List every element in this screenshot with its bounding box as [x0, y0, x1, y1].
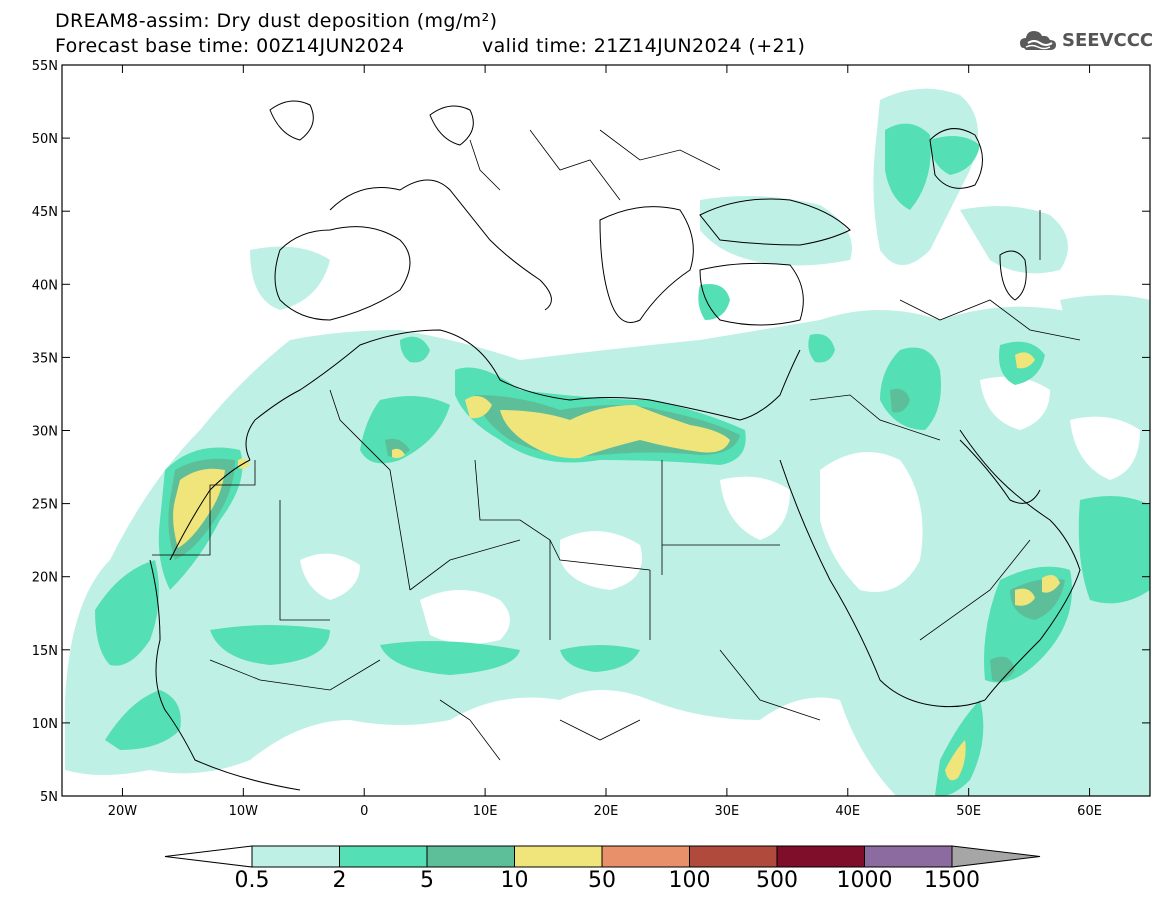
lat-tick-label: 50N [32, 132, 58, 147]
lon-tick-label: 20E [594, 804, 619, 819]
lat-tick-label: 10N [32, 717, 58, 732]
seevccc-cloud-logo-icon [1020, 31, 1056, 50]
valid-time: valid time: 21Z14JUN2024 (+21) [482, 35, 806, 57]
axis-ticks [62, 64, 1150, 797]
lon-tick-label: 60E [1077, 804, 1102, 819]
lat-tick-label: 55N [32, 59, 58, 74]
colorbar-label: 50 [588, 868, 616, 893]
lat-tick-label: 35N [32, 351, 58, 366]
dust-fields [65, 88, 1150, 796]
forecast-base-time: Forecast base time: 00Z14JUN2024 [55, 35, 405, 57]
colorbar-label: 5 [420, 868, 434, 893]
logo-text: SEEVCCC [1062, 30, 1154, 51]
colorbar-label: 2 [332, 868, 347, 893]
colorbar-segment [514, 845, 603, 868]
lat-tick-label: 45N [32, 205, 58, 220]
colorbar-label: 500 [756, 868, 798, 893]
lat-tick-label: 30N [32, 425, 58, 440]
lat-tick-label: 40N [32, 278, 58, 293]
colorbar [164, 845, 1041, 868]
colorbar-label: 1500 [924, 868, 980, 893]
colorbar-segment [251, 845, 340, 868]
colorbar-segment [776, 845, 865, 868]
lat-tick-label: 15N [32, 644, 58, 659]
colorbar-segment [601, 845, 690, 868]
colorbar-label: 100 [668, 868, 711, 893]
axis-tick-labels: 20W 10W 0 10E 20E 30E 40E 50E 60E 55N 50N 45N 40N 35N… [32, 59, 1102, 819]
map-title: DREAM8-assim: Dry dust deposition (mg/m²… [55, 10, 498, 32]
colorbar-segment [864, 845, 953, 868]
colorbar-segment [689, 845, 778, 868]
lon-tick-label: 30E [715, 804, 740, 819]
lon-tick-label: 10W [229, 804, 259, 819]
country-borders [152, 129, 1081, 761]
lon-tick-label: 50E [956, 804, 981, 819]
lon-tick-label: 0 [360, 804, 368, 819]
colorbar-under-triangle [164, 845, 253, 868]
lat-tick-label: 5N [40, 790, 58, 805]
colorbar-label: 10 [500, 868, 529, 893]
colorbar-segment [426, 845, 515, 868]
colorbar-label: 0.5 [234, 868, 270, 893]
colorbar-label: 1000 [836, 868, 893, 893]
dust-holes [300, 376, 1140, 644]
coastlines [149, 100, 1081, 791]
lon-tick-label: 40E [835, 804, 860, 819]
lat-tick-label: 25N [32, 498, 58, 513]
colorbar-segment [339, 845, 428, 868]
lon-tick-label: 20W [108, 804, 138, 819]
colorbar-over-triangle [951, 845, 1041, 868]
lon-tick-label: 10E [473, 804, 498, 819]
lat-tick-label: 20N [32, 571, 58, 586]
